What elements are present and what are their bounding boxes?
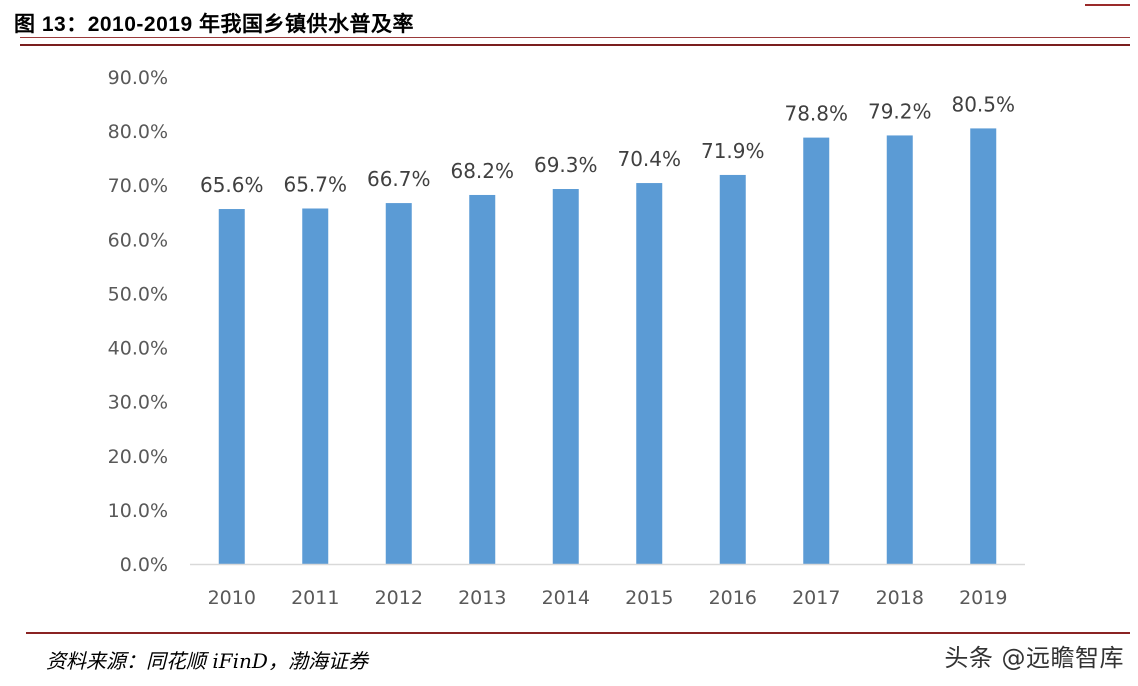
y-tick-label: 70.0%: [108, 175, 168, 197]
data-label: 71.9%: [701, 139, 765, 163]
x-tick-label: 2014: [542, 587, 590, 609]
bar-chart: 0.0% 10.0% 20.0% 30.0% 40.0% 50.0% 60.0% 70.0% 8…: [108, 67, 1025, 609]
bar: [636, 183, 663, 564]
x-tick-label: 2016: [709, 587, 757, 609]
title-rule-thin: [20, 37, 1130, 38]
data-label: 79.2%: [868, 99, 932, 123]
bar: [218, 209, 245, 564]
x-axis-ticks: 2010 2011 2012 2013 2014 2015 2016 2017 2018 2019: [208, 587, 1008, 609]
bar: [719, 174, 746, 565]
data-labels: 65.6% 65.7% 66.7% 68.2% 69.3% 70.4% 71.9% 78.8%…: [200, 92, 1015, 197]
x-tick-label: 2013: [458, 587, 506, 609]
bar: [469, 194, 496, 564]
bar: [302, 208, 329, 565]
data-label: 65.6%: [200, 173, 264, 197]
x-tick-label: 2018: [876, 587, 924, 609]
bar: [803, 137, 830, 565]
bar: [385, 203, 412, 564]
y-axis-ticks: 0.0% 10.0% 20.0% 30.0% 40.0% 50.0% 60.0% 70.0% 8…: [108, 67, 168, 576]
data-label: 78.8%: [784, 102, 848, 126]
y-tick-label: 40.0%: [108, 338, 168, 360]
y-tick-label: 50.0%: [108, 283, 168, 305]
data-label: 70.4%: [617, 147, 681, 171]
y-tick-label: 10.0%: [108, 500, 168, 522]
x-tick-label: 2011: [291, 587, 339, 609]
data-label: 66.7%: [367, 167, 431, 191]
data-label: 68.2%: [450, 159, 514, 183]
x-tick-label: 2017: [792, 587, 840, 609]
x-tick-label: 2010: [208, 587, 256, 609]
figure-title: 图 13：2010-2019 年我国乡镇供水普及率: [14, 13, 414, 36]
x-tick-label: 2012: [375, 587, 423, 609]
source-rule: [26, 632, 1130, 634]
bar: [886, 135, 913, 564]
y-tick-label: 80.0%: [108, 121, 168, 143]
y-tick-label: 20.0%: [108, 446, 168, 468]
source-note: 资料来源：同花顺 iFinD，渤海证券: [46, 649, 368, 673]
watermark-text: 头条 @远瞻智库: [944, 644, 1124, 672]
bars: [218, 128, 997, 565]
data-label: 69.3%: [534, 153, 598, 177]
data-label: 65.7%: [283, 172, 347, 196]
bar: [970, 128, 997, 564]
y-tick-label: 90.0%: [108, 67, 168, 89]
title-rule-accent: [1085, 4, 1130, 6]
x-tick-label: 2019: [959, 587, 1007, 609]
y-tick-label: 30.0%: [108, 392, 168, 414]
data-label: 80.5%: [951, 92, 1015, 116]
title-rule: [20, 44, 1130, 46]
y-tick-label: 60.0%: [108, 229, 168, 251]
x-tick-label: 2015: [625, 587, 673, 609]
bar: [552, 189, 579, 564]
y-tick-label: 0.0%: [120, 554, 168, 576]
